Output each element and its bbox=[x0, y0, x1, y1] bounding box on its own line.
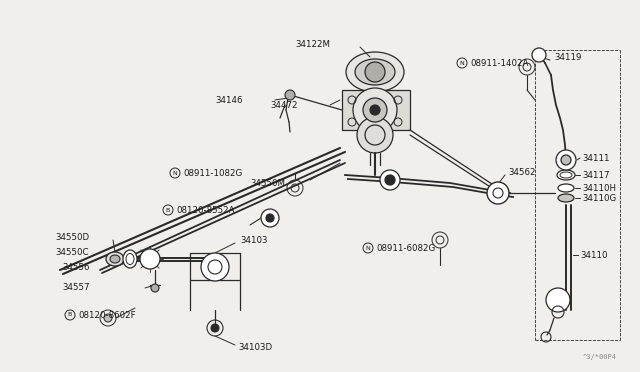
Circle shape bbox=[353, 88, 397, 132]
Circle shape bbox=[380, 170, 400, 190]
Circle shape bbox=[104, 314, 112, 322]
Text: 34110H: 34110H bbox=[582, 183, 616, 192]
Circle shape bbox=[546, 288, 570, 312]
Text: 34111: 34111 bbox=[582, 154, 609, 163]
Text: 34110G: 34110G bbox=[582, 193, 616, 202]
Text: N: N bbox=[173, 170, 177, 176]
Ellipse shape bbox=[123, 250, 137, 268]
Text: ^3/*00P4: ^3/*00P4 bbox=[583, 354, 617, 360]
Circle shape bbox=[201, 253, 229, 281]
Ellipse shape bbox=[355, 59, 395, 85]
Text: B: B bbox=[68, 312, 72, 317]
Circle shape bbox=[561, 155, 571, 165]
Text: 34119: 34119 bbox=[554, 52, 581, 61]
Circle shape bbox=[285, 90, 295, 100]
Text: 08911-6082G: 08911-6082G bbox=[376, 244, 435, 253]
Text: 34103: 34103 bbox=[240, 235, 268, 244]
Circle shape bbox=[365, 62, 385, 82]
Text: 34557: 34557 bbox=[62, 283, 90, 292]
Text: 08911-1402A: 08911-1402A bbox=[470, 58, 529, 67]
Polygon shape bbox=[342, 90, 410, 130]
Circle shape bbox=[370, 105, 380, 115]
Text: 08120-8552A: 08120-8552A bbox=[176, 205, 234, 215]
Text: 34117: 34117 bbox=[582, 170, 609, 180]
Circle shape bbox=[487, 182, 509, 204]
Text: 08911-1082G: 08911-1082G bbox=[183, 169, 243, 177]
Ellipse shape bbox=[110, 255, 120, 263]
Circle shape bbox=[266, 214, 274, 222]
Ellipse shape bbox=[558, 194, 574, 202]
Text: 34110: 34110 bbox=[580, 250, 607, 260]
Ellipse shape bbox=[557, 170, 575, 180]
Circle shape bbox=[357, 117, 393, 153]
Ellipse shape bbox=[558, 184, 574, 192]
Text: N: N bbox=[460, 61, 465, 65]
Text: 34146: 34146 bbox=[215, 96, 243, 105]
Text: 34550M: 34550M bbox=[250, 179, 285, 187]
Circle shape bbox=[211, 324, 219, 332]
Text: 34550D: 34550D bbox=[55, 232, 89, 241]
Text: N: N bbox=[365, 246, 371, 250]
Circle shape bbox=[556, 150, 576, 170]
Text: 34550C: 34550C bbox=[55, 247, 88, 257]
Circle shape bbox=[140, 249, 160, 269]
Text: 34103D: 34103D bbox=[238, 343, 272, 352]
Text: 34122M: 34122M bbox=[295, 39, 330, 48]
Text: 08120-8602F: 08120-8602F bbox=[78, 311, 136, 320]
Circle shape bbox=[261, 209, 279, 227]
Text: B: B bbox=[166, 208, 170, 212]
Circle shape bbox=[385, 175, 395, 185]
Circle shape bbox=[151, 284, 159, 292]
Text: 34562: 34562 bbox=[508, 167, 536, 176]
Ellipse shape bbox=[346, 52, 404, 92]
Ellipse shape bbox=[106, 252, 124, 266]
Circle shape bbox=[532, 48, 546, 62]
Text: 34472: 34472 bbox=[270, 100, 298, 109]
Circle shape bbox=[363, 98, 387, 122]
Text: 34556: 34556 bbox=[62, 263, 90, 272]
